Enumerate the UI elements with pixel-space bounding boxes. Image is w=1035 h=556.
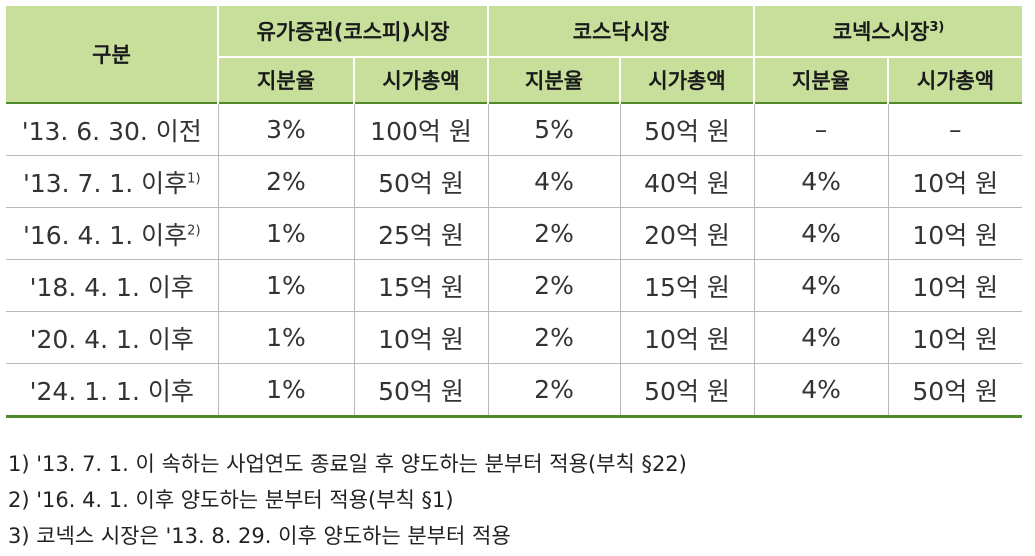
table-cell: 4% — [753, 259, 889, 312]
table-row: '13. 7. 1. 이후1) 2% 50억 원 4% 40억 원 4% 10억… — [6, 155, 1023, 208]
table-cell: 1% — [217, 207, 354, 260]
table-cell: 4% — [753, 363, 889, 418]
table-cell: 25억 원 — [353, 207, 489, 260]
header-group-kosdaq: 코스닥시장 — [487, 6, 755, 57]
subheader-share-ratio: 지분율 — [753, 56, 889, 103]
footnote-1: 1) '13. 7. 1. 이 속하는 사업연도 종료일 후 양도하는 분부터 … — [8, 452, 687, 476]
header-row-groups: 구분 유가증권(코스피)시장 코스닥시장 코넥스시장3) — [6, 6, 1023, 103]
table-cell: 4% — [487, 155, 621, 208]
table-cell: 2% — [487, 259, 621, 312]
table-cell: 40억 원 — [619, 155, 755, 208]
subheader-market-cap: 시가총액 — [619, 56, 755, 103]
table-cell: 10억 원 — [887, 207, 1023, 260]
header-row-subheaders: 지분율 시가총액 지분율 시가총액 지분율 시가총액 — [6, 56, 1023, 103]
table-cell: 2% — [217, 155, 354, 208]
subheader-share-ratio: 지분율 — [487, 56, 621, 103]
table-cell: 50억 원 — [619, 102, 755, 156]
row-period-label: '24. 1. 1. 이후 — [6, 363, 218, 418]
table-cell: 3% — [217, 102, 354, 156]
table-cell: 2% — [487, 207, 621, 260]
table-row: '24. 1. 1. 이후 1% 50억 원 2% 50억 원 4% 50억 원 — [6, 363, 1023, 418]
row-period-label: '13. 7. 1. 이후1) — [6, 155, 218, 208]
table-cell: 2% — [487, 363, 621, 418]
table-cell: 15억 원 — [353, 259, 489, 312]
subheader-market-cap: 시가총액 — [352, 56, 489, 103]
table-cell: 10억 원 — [887, 311, 1023, 364]
table-cell: 50억 원 — [619, 363, 755, 418]
table-cell: 20억 원 — [619, 207, 755, 260]
threshold-table-container: 구분 유가증권(코스피)시장 코스닥시장 코넥스시장3) 지분율 시가총액 지분… — [6, 6, 1023, 418]
row-period-label: '13. 6. 30. 이전 — [6, 102, 218, 156]
table-cell: 15억 원 — [619, 259, 755, 312]
table-cell: 50억 원 — [353, 155, 489, 208]
table-row: '18. 4. 1. 이후 1% 15억 원 2% 15억 원 4% 10억 원 — [6, 259, 1023, 312]
table-cell: 2% — [487, 311, 621, 364]
row-period-label: '20. 4. 1. 이후 — [6, 311, 218, 364]
table-cell: 1% — [217, 363, 354, 418]
table-cell: 50억 원 — [887, 363, 1023, 418]
subheader-market-cap: 시가총액 — [887, 56, 1023, 103]
table-cell: 50억 원 — [353, 363, 489, 418]
table-cell: 10억 원 — [353, 311, 489, 364]
footnotes: 1) '13. 7. 1. 이 속하는 사업연도 종료일 후 양도하는 분부터 … — [8, 446, 687, 554]
table-cell: 1% — [217, 311, 354, 364]
table-row: '13. 6. 30. 이전 3% 100억 원 5% 50억 원 – – — [6, 102, 1023, 156]
footnote-2: 2) '16. 4. 1. 이후 양도하는 분부터 적용(부칙 §1) — [8, 488, 454, 512]
row-period-label: '16. 4. 1. 이후2) — [6, 207, 218, 260]
table-cell: – — [887, 102, 1023, 156]
header-group-konex: 코넥스시장3) — [753, 6, 1023, 57]
table-row: '20. 4. 1. 이후 1% 10억 원 2% 10억 원 4% 10억 원 — [6, 311, 1023, 364]
table-cell: 4% — [753, 155, 889, 208]
row-period-label: '18. 4. 1. 이후 — [6, 259, 218, 312]
table-cell: 10억 원 — [887, 259, 1023, 312]
major-shareholder-threshold-table: 구분 유가증권(코스피)시장 코스닥시장 코넥스시장3) 지분율 시가총액 지분… — [6, 6, 1023, 418]
table-cell: 10억 원 — [887, 155, 1023, 208]
table-cell: 100억 원 — [353, 102, 489, 156]
table-cell: 10억 원 — [619, 311, 755, 364]
footnote-3: 3) 코넥스 시장은 '13. 8. 29. 이후 양도하는 분부터 적용 — [8, 524, 511, 548]
header-category: 구분 — [6, 6, 218, 103]
table-cell: 4% — [753, 311, 889, 364]
table-cell: 4% — [753, 207, 889, 260]
subheader-share-ratio: 지분율 — [217, 56, 354, 103]
table-cell: 1% — [217, 259, 354, 312]
table-cell: – — [753, 102, 889, 156]
table-row: '16. 4. 1. 이후2) 1% 25억 원 2% 20억 원 4% 10억… — [6, 207, 1023, 260]
table-cell: 5% — [487, 102, 621, 156]
header-group-kospi: 유가증권(코스피)시장 — [216, 6, 489, 57]
